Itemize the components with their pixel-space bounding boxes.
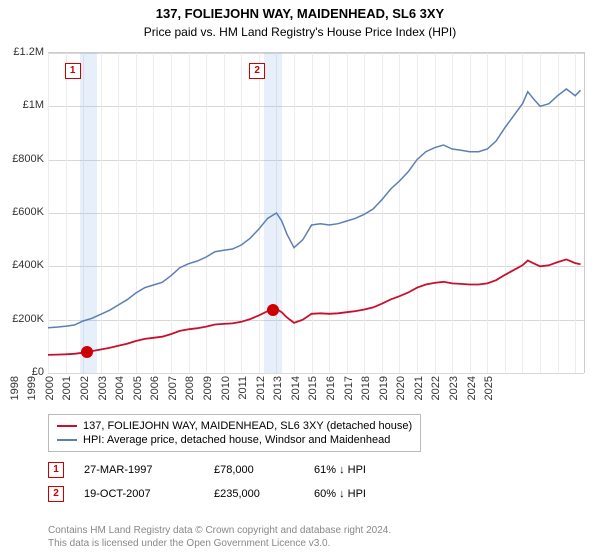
- footnote-line-2: This data is licensed under the Open Gov…: [48, 537, 391, 550]
- legend-item: 137, FOLIEJOHN WAY, MAIDENHEAD, SL6 3XY …: [57, 419, 412, 433]
- y-tick-label: £1M: [2, 99, 44, 111]
- y-tick-label: £600K: [2, 206, 44, 218]
- sales-table: 1 27-MAR-1997 £78,000 61% ↓ HPI 2 19-OCT-2007…: [48, 458, 414, 506]
- sale-date: 19-OCT-2007: [84, 488, 194, 500]
- sale-point: [81, 346, 93, 358]
- y-tick-label: £1.2M: [2, 46, 44, 58]
- sale-marker-icon: 1: [48, 462, 64, 478]
- sale-marker-flag: 2: [249, 63, 265, 79]
- footnote: Contains HM Land Registry data © Crown c…: [48, 524, 391, 550]
- series-property: [48, 259, 581, 355]
- footnote-line-1: Contains HM Land Registry data © Crown c…: [48, 524, 391, 537]
- sale-marker-flag: 1: [65, 63, 81, 79]
- chart-title: 137, FOLIEJOHN WAY, MAIDENHEAD, SL6 3XY: [0, 0, 600, 21]
- sale-row: 2 19-OCT-2007 £235,000 60% ↓ HPI: [48, 482, 414, 506]
- sale-price: £235,000: [214, 488, 294, 500]
- y-tick-label: £200K: [2, 313, 44, 325]
- legend-item: HPI: Average price, detached house, Wind…: [57, 433, 412, 447]
- y-gridline: [48, 373, 584, 374]
- legend-label: 137, FOLIEJOHN WAY, MAIDENHEAD, SL6 3XY …: [83, 420, 412, 432]
- y-tick-label: £800K: [2, 153, 44, 165]
- sale-price: £78,000: [214, 464, 294, 476]
- sale-row: 1 27-MAR-1997 £78,000 61% ↓ HPI: [48, 458, 414, 482]
- series-hpi: [48, 89, 581, 328]
- sale-point: [267, 304, 279, 316]
- sale-pct: 60% ↓ HPI: [314, 488, 414, 500]
- x-tick-label: 2025: [483, 376, 600, 400]
- sale-marker-icon: 2: [48, 486, 64, 502]
- chart-subtitle: Price paid vs. HM Land Registry's House …: [0, 21, 600, 39]
- sale-pct: 61% ↓ HPI: [314, 464, 414, 476]
- legend-label: HPI: Average price, detached house, Wind…: [83, 434, 390, 446]
- y-tick-label: £400K: [2, 259, 44, 271]
- legend-swatch: [57, 425, 77, 427]
- plot-area: 12: [48, 52, 585, 373]
- legend: 137, FOLIEJOHN WAY, MAIDENHEAD, SL6 3XY …: [48, 414, 421, 452]
- sale-date: 27-MAR-1997: [84, 464, 194, 476]
- series-svg: [48, 53, 584, 373]
- chart-container: { "header": { "title": "137, FOLIEJOHN W…: [0, 0, 600, 560]
- legend-swatch: [57, 439, 77, 441]
